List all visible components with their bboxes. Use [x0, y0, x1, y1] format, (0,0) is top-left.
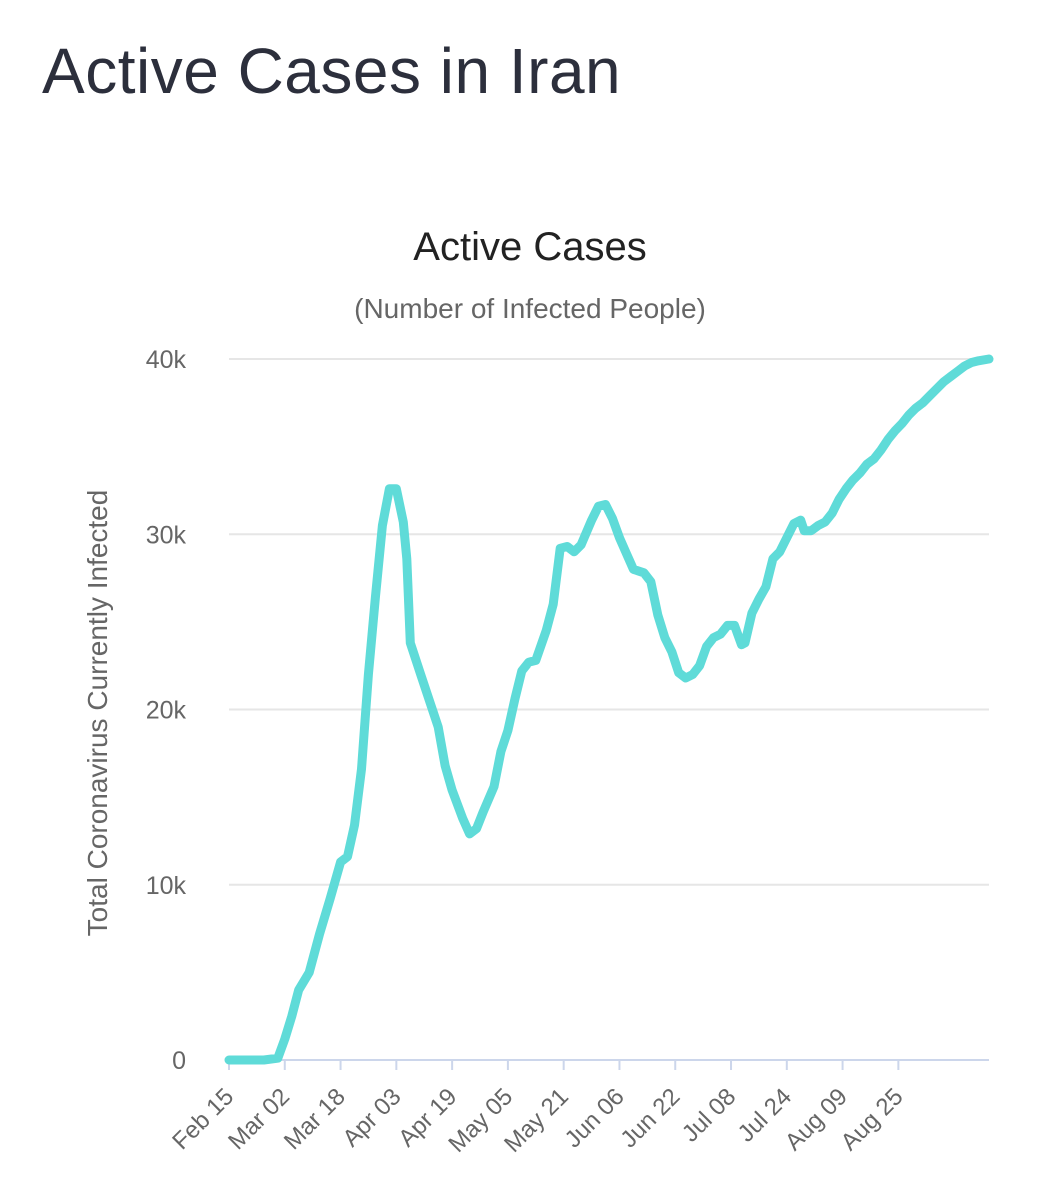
x-tick-label: Aug 25 — [836, 1083, 909, 1156]
x-tick-label: Jun 06 — [560, 1083, 630, 1153]
x-tick-label: Aug 09 — [780, 1083, 853, 1156]
x-tick-label: Mar 02 — [223, 1083, 295, 1155]
y-tick-label: 10k — [146, 872, 187, 900]
y-tick-label: 0 — [172, 1047, 186, 1075]
page-title: Active Cases in Iran — [42, 35, 622, 107]
y-tick-label: 40k — [146, 346, 187, 374]
x-tick-label: May 21 — [499, 1083, 574, 1158]
chart-title: Active Cases — [413, 225, 646, 269]
series-layer — [224, 354, 994, 1065]
y-tick-label: 20k — [146, 697, 187, 725]
y-tick-label: 30k — [146, 521, 187, 549]
x-tick-label: Jul 08 — [677, 1083, 741, 1147]
x-tick-label: Mar 18 — [279, 1083, 351, 1155]
x-tick-label: Apr 03 — [337, 1083, 406, 1152]
x-tick-label: Feb 15 — [167, 1083, 239, 1155]
gridlines — [229, 358, 989, 1061]
chart-subtitle: (Number of Infected People) — [354, 293, 706, 324]
series-line-active-cases — [224, 354, 994, 1065]
y-axis-label: Total Coronavirus Currently Infected — [82, 490, 113, 937]
y-axis-ticks: 0 10k 20k 30k 40k — [146, 346, 187, 1075]
x-tick-label: Jun 22 — [615, 1083, 685, 1153]
